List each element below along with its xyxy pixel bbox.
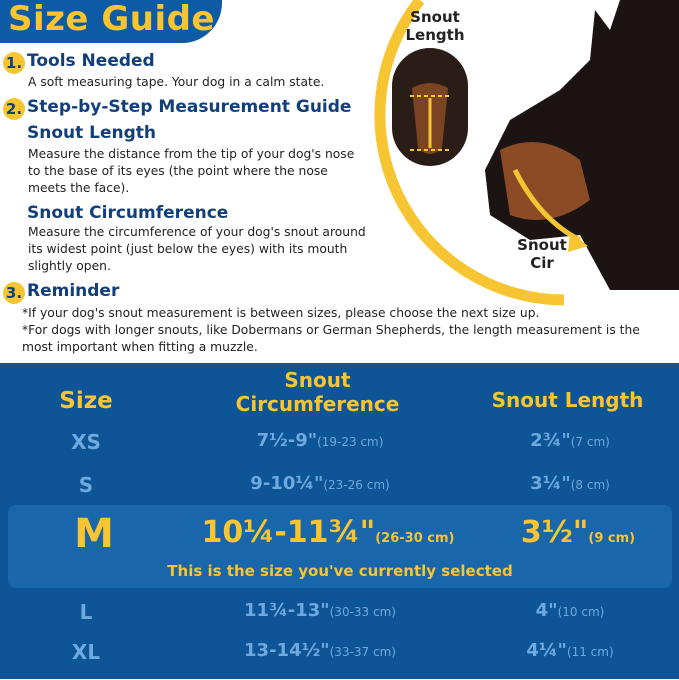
size-cell: S — [78, 473, 94, 497]
snout-circ-heading: Snout Circumference — [27, 203, 229, 223]
circ-inches: 13-14½" — [244, 640, 330, 661]
circ-cell: 10¼-11¾"(26-30 cm) — [178, 515, 478, 550]
reminder-heading: Reminder — [27, 281, 120, 301]
circ-inches: 10¼-11¾" — [201, 515, 376, 550]
snout-circ-text: Measure the circumference of your dog's … — [28, 225, 366, 273]
table-row-xl[interactable]: XL 13-14½"(33-37 cm) 4¼"(11 cm) — [0, 640, 679, 680]
length-cm: (10 cm) — [557, 605, 605, 619]
length-inches: 3½" — [520, 515, 589, 550]
header-circ-line1: Snout — [284, 368, 351, 392]
step-number-3: 3. — [3, 282, 25, 304]
title-banner: Size Guide — [0, 0, 222, 43]
length-inches: 4" — [535, 600, 558, 621]
circ-inches: 9-10¼" — [250, 473, 324, 494]
circ-cm: (30-33 cm) — [329, 605, 396, 619]
circ-cell: 11¾-13"(30-33 cm) — [170, 600, 470, 621]
selected-size-message: This is the size you've currently select… — [167, 562, 513, 580]
length-inches: 2¾" — [530, 430, 571, 451]
circ-cell: 7½-9"(19-23 cm) — [170, 430, 470, 451]
snout-length-text: Measure the distance from the tip of you… — [28, 147, 355, 195]
page-title: Size Guide — [8, 0, 215, 39]
size-cell: XS — [71, 430, 101, 454]
circ-inches: 7½-9" — [256, 430, 318, 451]
header-circ-line2: Circumference — [235, 392, 400, 416]
header-size: Size — [59, 388, 113, 414]
circ-cell: 9-10¼"(23-26 cm) — [170, 473, 470, 494]
snout-length-heading: Snout Length — [27, 123, 157, 143]
header-length: Snout Length — [491, 388, 644, 412]
decorative-arc — [374, 0, 565, 306]
size-cell: XL — [71, 640, 101, 664]
length-cell: 3¼"(8 cm) — [470, 473, 670, 494]
length-cm: (9 cm) — [588, 531, 636, 546]
step-number-2: 2. — [3, 98, 25, 120]
doberman-image — [485, 0, 679, 290]
length-inches: 3¼" — [530, 473, 571, 494]
circ-cm: (23-26 cm) — [323, 478, 390, 492]
table-row-l[interactable]: L 11¾-13"(30-33 cm) 4"(10 cm) — [0, 600, 679, 640]
length-cell: 4"(10 cm) — [470, 600, 670, 621]
dog-face-inset — [392, 48, 468, 166]
length-cell: 2¾"(7 cm) — [470, 430, 670, 451]
tools-text: A soft measuring tape. Your dog in a cal… — [28, 75, 325, 89]
length-cell: 4¼"(11 cm) — [470, 640, 670, 661]
circ-inches: 11¾-13" — [244, 600, 330, 621]
length-cell: 3½"(9 cm) — [478, 515, 678, 550]
circ-cm: (19-23 cm) — [317, 435, 384, 449]
table-row-xs[interactable]: XS 7½-9"(19-23 cm) 2¾"(7 cm) — [0, 430, 679, 470]
length-cm: (11 cm) — [566, 645, 614, 659]
size-cell: L — [79, 600, 93, 624]
reminder-note-1: *If your dog's snout measurement is betw… — [22, 306, 540, 320]
circ-cell: 13-14½"(33-37 cm) — [170, 640, 470, 661]
size-cell: M — [74, 511, 114, 557]
snout-length-label: Snout Length — [405, 8, 465, 44]
table-row-s[interactable]: S 9-10¼"(23-26 cm) 3¼"(8 cm) — [0, 473, 679, 513]
length-cm: (7 cm) — [570, 435, 610, 449]
length-inches: 4¼" — [526, 640, 567, 661]
circ-cm: (26-30 cm) — [375, 531, 455, 546]
guide-heading: Step-by-Step Measurement Guide — [27, 97, 352, 117]
length-cm: (8 cm) — [570, 478, 610, 492]
circ-cm: (33-37 cm) — [329, 645, 396, 659]
reminder-note-2: *For dogs with longer snouts, like Dober… — [22, 323, 640, 354]
table-row-m-selected[interactable]: M 10¼-11¾"(26-30 cm) 3½"(9 cm) This is t… — [8, 505, 672, 588]
tools-heading: Tools Needed — [27, 51, 155, 71]
snout-cir-label: Snout Cir — [517, 236, 567, 272]
measure-arrow-icon — [410, 83, 450, 154]
step-number-1: 1. — [3, 52, 25, 74]
